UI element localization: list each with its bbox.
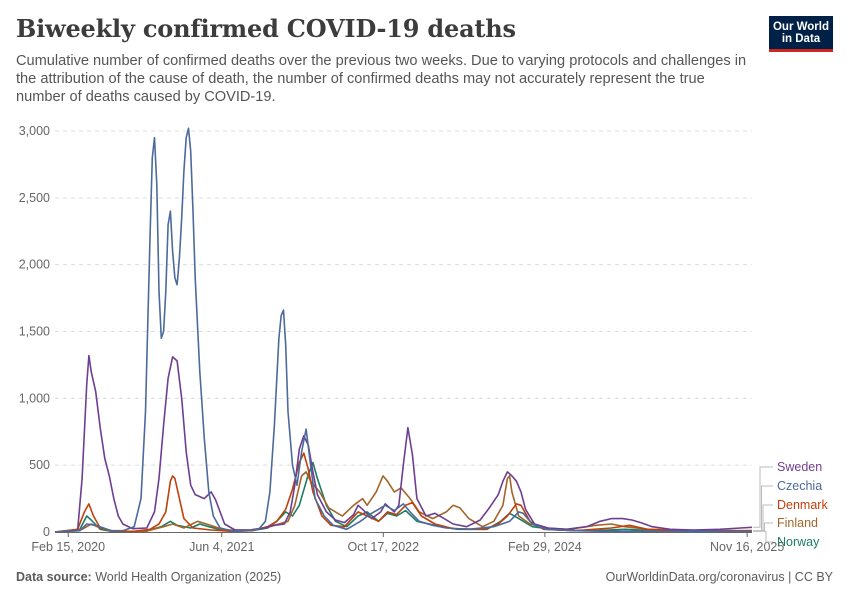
legend-label-finland: Finland <box>777 516 818 530</box>
x-tick-label: Feb 29, 2024 <box>508 540 582 554</box>
chart-subtitle: Cumulative number of confirmed deaths ov… <box>16 53 747 105</box>
y-axis-tick-labels: 0 500 1,000 1,500 2,000 2,500 3,000 <box>19 124 50 539</box>
data-source-text: World Health Organization (2025) <box>95 570 282 584</box>
legend-label-sweden: Sweden <box>777 460 822 474</box>
x-tick-label: Nov 16, 2025 <box>710 540 784 554</box>
logo-line-2: in Data <box>781 33 821 45</box>
x-tick-label: Jun 4, 2021 <box>189 540 254 554</box>
data-source-label: Data source: <box>16 570 92 584</box>
y-tick-label: 0 <box>43 525 50 539</box>
series-line-finland <box>54 471 752 533</box>
footer-link[interactable]: OurWorldinData.org/coronavirus | CC BY <box>605 570 833 584</box>
y-tick-label: 500 <box>29 458 50 472</box>
legend-connector <box>753 466 773 528</box>
y-tick-label: 2,000 <box>19 258 50 272</box>
legend-connector <box>753 522 773 532</box>
page-title: Biweekly confirmed COVID-19 deaths <box>16 14 516 43</box>
series-line-denmark <box>54 452 752 533</box>
y-tick-label: 1,000 <box>19 391 50 405</box>
series-line-sweden <box>54 354 753 533</box>
y-tick-label: 1,500 <box>19 325 50 339</box>
data-source: Data source: World Health Organization (… <box>16 570 281 584</box>
x-tick-label: Feb 15, 2020 <box>31 540 105 554</box>
x-axis: Feb 15, 2020 Jun 4, 2021 Oct 17, 2022 Feb 2… <box>31 532 784 554</box>
series-line-czechia <box>54 127 752 533</box>
legend-label-norway: Norway <box>777 535 820 549</box>
y-tick-label: 2,500 <box>19 191 50 205</box>
legend-connector <box>753 530 773 543</box>
legend-label-denmark: Denmark <box>777 498 828 512</box>
series-lines <box>54 127 753 533</box>
owid-logo[interactable]: Our World in Data <box>769 16 833 52</box>
y-tick-label: 3,000 <box>19 124 50 138</box>
legend-label-czechia: Czechia <box>777 479 822 493</box>
x-tick-label: Oct 17, 2022 <box>348 540 420 554</box>
legend: Sweden Czechia Denmark Finland Norway <box>753 460 828 549</box>
logo-line-1: Our World <box>772 21 829 33</box>
